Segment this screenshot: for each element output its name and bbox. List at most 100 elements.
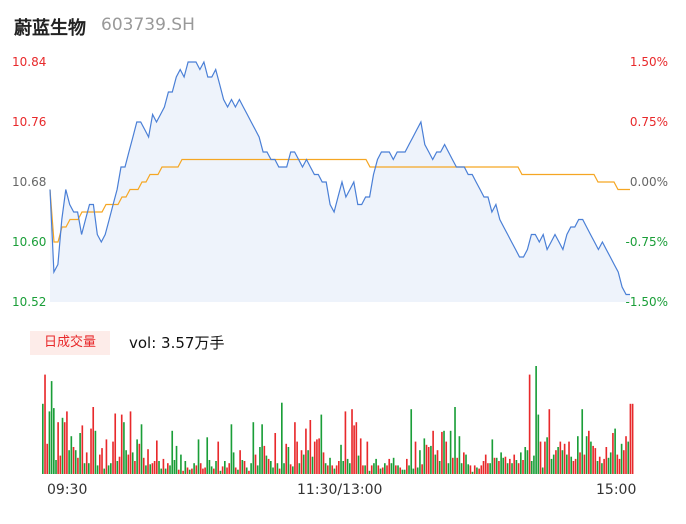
volume-bar xyxy=(559,441,562,474)
volume-bar xyxy=(254,454,257,474)
volume-bar xyxy=(149,464,152,474)
volume-bar xyxy=(379,468,382,474)
volume-bar xyxy=(331,465,334,474)
volume-bar xyxy=(322,452,325,474)
volume-bar xyxy=(158,461,160,474)
volume-bar xyxy=(184,461,187,474)
volume-bar xyxy=(401,469,404,474)
volume-bar xyxy=(520,452,522,474)
volume-bar xyxy=(195,465,198,474)
volume-bar xyxy=(572,461,575,474)
volume-bar xyxy=(598,456,601,474)
volume-bar xyxy=(528,374,531,474)
volume-bar xyxy=(206,437,209,474)
volume-bar xyxy=(493,457,496,474)
volume-bar xyxy=(476,467,478,474)
time-tick-label: 15:00 xyxy=(596,482,637,498)
volume-bar xyxy=(388,458,391,474)
volume-bar xyxy=(410,409,413,474)
volume-bar xyxy=(392,457,395,474)
volume-bar xyxy=(441,431,443,474)
percent-tick-label: -0.75% xyxy=(625,235,668,249)
volume-bar xyxy=(579,452,581,474)
volume-bar xyxy=(601,463,603,474)
volume-bar xyxy=(191,468,193,474)
volume-bar xyxy=(217,441,220,474)
volume-bar xyxy=(302,454,305,474)
volume-bar xyxy=(454,407,456,474)
volume-bar xyxy=(465,454,467,474)
volume-bar xyxy=(208,460,211,474)
volume-bar xyxy=(103,468,106,474)
volume-bar xyxy=(259,447,261,474)
volume-bar xyxy=(169,465,171,474)
volume-bar xyxy=(585,436,588,474)
volume-bar xyxy=(309,420,312,474)
volume-bar xyxy=(445,441,448,474)
volume-bar xyxy=(550,458,553,474)
volume-bar xyxy=(53,408,55,474)
volume-bar xyxy=(557,447,559,474)
volume-bar xyxy=(296,441,298,474)
volume-bar xyxy=(355,422,358,474)
volume-bar xyxy=(55,460,57,474)
volume-bar xyxy=(107,465,110,474)
stock-name: 蔚蓝生物 xyxy=(14,18,86,39)
volume-bar xyxy=(177,469,180,474)
price-tick-label: 10.76 xyxy=(12,115,47,129)
volume-bar xyxy=(552,454,555,474)
volume-bar xyxy=(386,465,388,474)
volume-bar xyxy=(530,461,533,474)
percent-tick-label: 0.75% xyxy=(629,115,668,129)
volume-bar xyxy=(221,466,224,474)
volume-bar xyxy=(278,468,281,474)
volume-bar xyxy=(202,468,204,474)
volume-bar xyxy=(460,463,463,474)
volume-bar xyxy=(603,458,605,474)
volume-bar xyxy=(116,461,119,474)
volume-bar xyxy=(239,450,241,474)
volume-bar xyxy=(430,445,432,474)
volume-bar xyxy=(395,465,397,474)
volume-bar xyxy=(162,458,165,474)
percent-tick-label: 0.00% xyxy=(629,175,668,189)
volume-bar xyxy=(210,466,213,474)
daily-volume-badge[interactable]: 日成交量 xyxy=(30,331,110,355)
volume-bar xyxy=(467,464,470,474)
volume-bar xyxy=(541,467,544,474)
volume-bar xyxy=(397,465,399,474)
volume-bar xyxy=(127,454,130,474)
volume-bar xyxy=(81,425,84,474)
volume-bar xyxy=(406,458,408,474)
percent-tick-label: -1.50% xyxy=(625,295,668,309)
volume-bar xyxy=(287,447,290,474)
volume-bar xyxy=(175,445,178,474)
volume-bar xyxy=(548,409,551,474)
stock-code: 603739.SH xyxy=(101,15,195,35)
volume-bar xyxy=(335,465,338,474)
volume-bar xyxy=(351,409,353,474)
volume-bar xyxy=(313,441,316,474)
volume-bar xyxy=(90,428,92,474)
volume-bar xyxy=(129,411,132,474)
volume-bar xyxy=(123,422,125,474)
volume-bar xyxy=(305,428,307,474)
volume-bar xyxy=(498,461,500,474)
volume-bar xyxy=(112,441,114,474)
volume-bar xyxy=(188,469,191,474)
volume-bar xyxy=(618,458,621,474)
volume-bar xyxy=(596,461,599,474)
volume-bar xyxy=(583,454,586,474)
volume-bar xyxy=(145,465,147,474)
volume-bar xyxy=(226,467,228,474)
volume-bar xyxy=(511,463,513,474)
volume-bar xyxy=(349,463,351,474)
volume-bar xyxy=(592,445,594,474)
volume-bar xyxy=(338,461,340,474)
volume-bar xyxy=(489,463,491,474)
volume-bar xyxy=(138,443,141,474)
volume-bar xyxy=(340,444,342,474)
volume-bar xyxy=(625,436,627,474)
volume-bar xyxy=(283,463,285,474)
volume-bar xyxy=(230,424,233,474)
